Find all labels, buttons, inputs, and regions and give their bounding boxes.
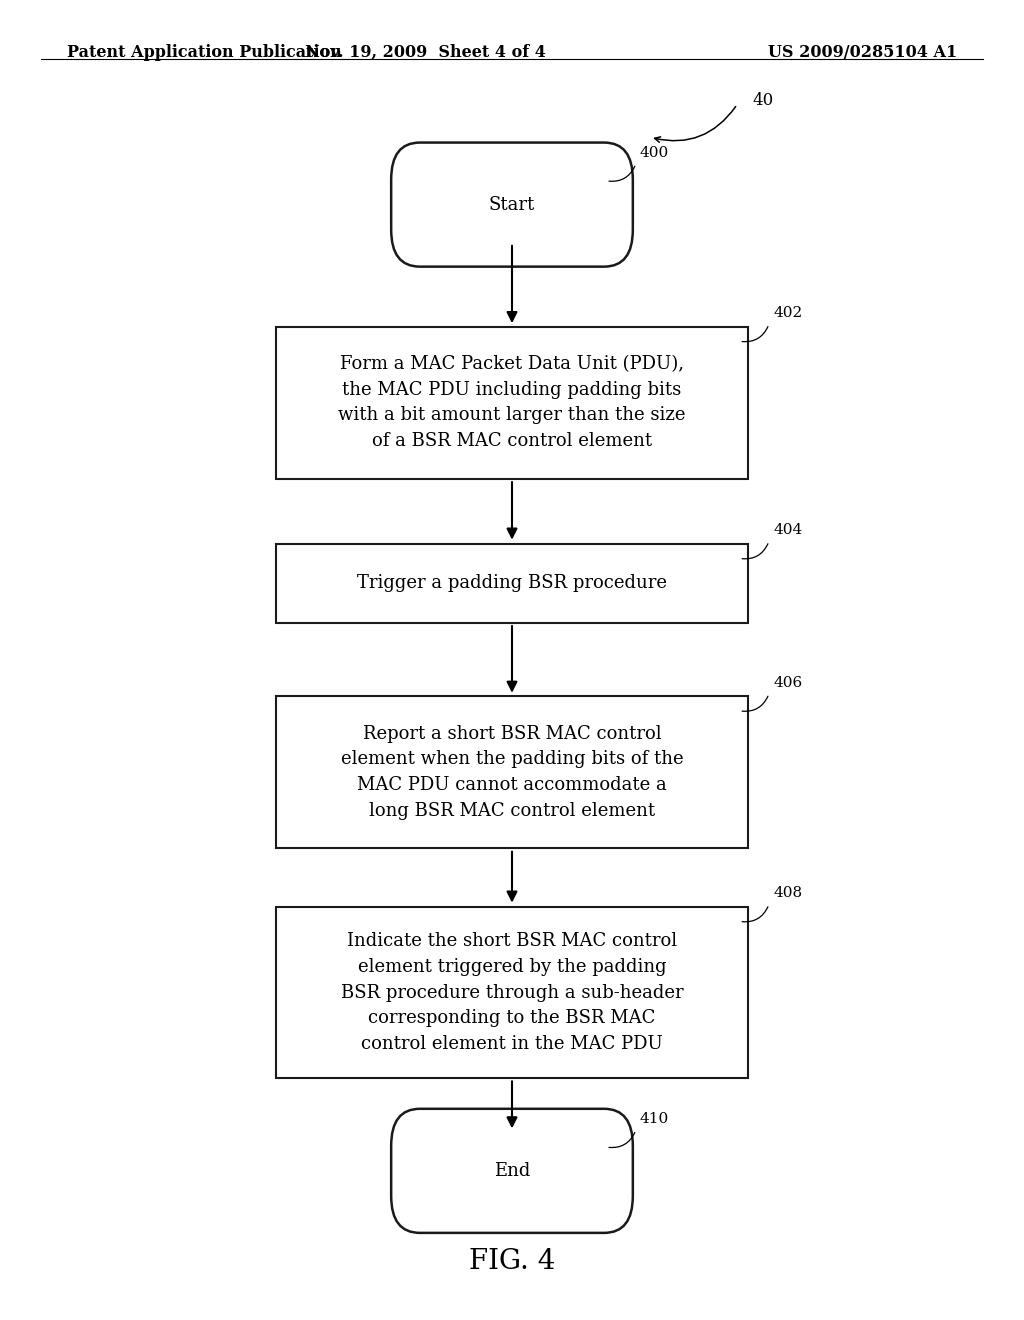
Bar xyxy=(276,907,748,1078)
Text: US 2009/0285104 A1: US 2009/0285104 A1 xyxy=(768,44,957,61)
Text: Indicate the short BSR MAC control
element triggered by the padding
BSR procedur: Indicate the short BSR MAC control eleme… xyxy=(341,932,683,1053)
FancyArrowPatch shape xyxy=(742,907,768,921)
Bar xyxy=(276,327,748,479)
FancyArrowPatch shape xyxy=(609,1133,635,1147)
Text: FIG. 4: FIG. 4 xyxy=(469,1249,555,1275)
FancyArrowPatch shape xyxy=(742,696,768,711)
Text: Patent Application Publication: Patent Application Publication xyxy=(67,44,341,61)
Bar xyxy=(276,697,748,849)
FancyArrowPatch shape xyxy=(654,107,735,143)
Text: Nov. 19, 2009  Sheet 4 of 4: Nov. 19, 2009 Sheet 4 of 4 xyxy=(304,44,546,61)
FancyBboxPatch shape xyxy=(391,1109,633,1233)
Text: 408: 408 xyxy=(773,886,802,900)
Text: 40: 40 xyxy=(753,92,774,108)
FancyArrowPatch shape xyxy=(742,326,768,342)
Text: Form a MAC Packet Data Unit (PDU),
the MAC PDU including padding bits
with a bit: Form a MAC Packet Data Unit (PDU), the M… xyxy=(338,355,686,450)
FancyArrowPatch shape xyxy=(609,166,635,181)
Text: Report a short BSR MAC control
element when the padding bits of the
MAC PDU cann: Report a short BSR MAC control element w… xyxy=(341,725,683,820)
Text: Trigger a padding BSR procedure: Trigger a padding BSR procedure xyxy=(357,574,667,593)
Text: 406: 406 xyxy=(773,676,803,689)
Text: 400: 400 xyxy=(640,145,670,160)
Text: 402: 402 xyxy=(773,306,803,321)
FancyBboxPatch shape xyxy=(391,143,633,267)
Text: Start: Start xyxy=(488,195,536,214)
FancyArrowPatch shape xyxy=(742,544,768,558)
Text: 410: 410 xyxy=(640,1111,670,1126)
Bar xyxy=(276,544,748,623)
Text: End: End xyxy=(494,1162,530,1180)
Text: 404: 404 xyxy=(773,523,803,537)
